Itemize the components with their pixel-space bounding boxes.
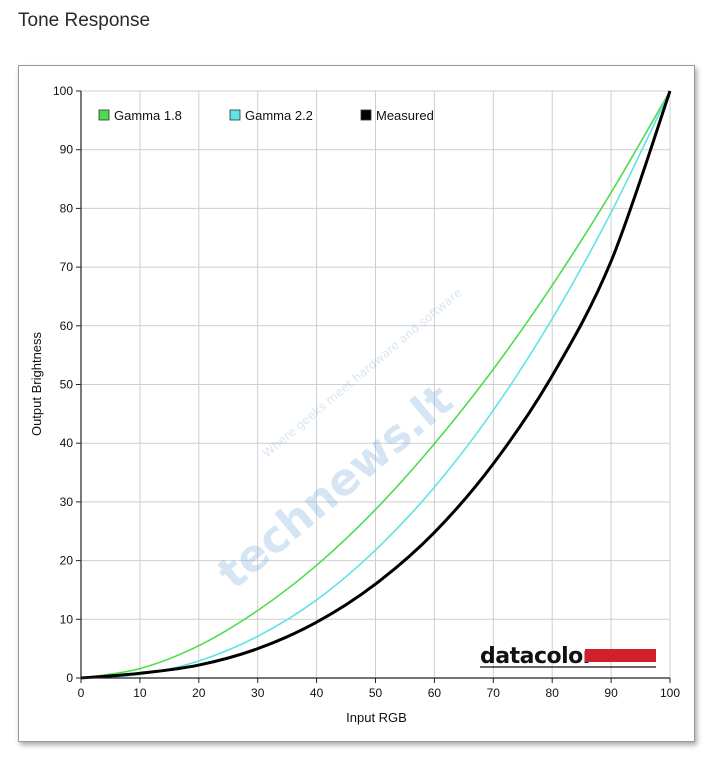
y-tick-label: 60 (60, 319, 74, 333)
y-tick-label: 50 (60, 378, 74, 392)
page-title: Tone Response (18, 10, 151, 31)
series-line-gamma-1-8 (80, 90, 671, 679)
x-tick-label: 0 (78, 686, 85, 700)
grid (80, 90, 671, 679)
x-tick-label: 20 (192, 686, 206, 700)
datacolor-logo: datacolor (480, 644, 656, 669)
legend-label-gamma-1-8: Gamma 1.8 (114, 108, 182, 123)
chart-frame: technews.lt Where geeks meet hardware an… (18, 65, 695, 742)
x-tick-label: 90 (604, 686, 618, 700)
y-axis-label: Output Brightness (29, 331, 44, 436)
legend-swatch-gamma-2-2 (229, 109, 241, 121)
x-tick-label: 30 (251, 686, 265, 700)
logo-bar (585, 649, 656, 662)
y-tick-label: 80 (60, 201, 74, 215)
y-tick-label: 20 (60, 554, 74, 568)
legend-swatch-gamma-1-8 (98, 109, 110, 121)
series-line-measured (80, 90, 672, 680)
series-line-gamma-2-2 (80, 90, 671, 679)
x-tick-label: 100 (660, 686, 680, 700)
legend-label-measured: Measured (376, 108, 434, 123)
y-tick-label: 40 (60, 436, 74, 450)
logo-text: datacolor (480, 644, 594, 669)
x-tick-label: 40 (310, 686, 324, 700)
x-tick-label: 70 (487, 686, 501, 700)
x-tick-label: 10 (133, 686, 147, 700)
axes: 0 10 20 30 40 50 60 70 80 90 100 0 10 20 30 40 50 60 70 80 9… (53, 84, 680, 700)
legend-label-gamma-2-2: Gamma 2.2 (245, 108, 313, 123)
x-tick-label: 60 (428, 686, 442, 700)
y-tick-label: 70 (60, 260, 74, 274)
y-tick-label: 90 (60, 143, 74, 157)
legend: Gamma 1.8 Gamma 2.2 Measured (98, 108, 434, 123)
y-tick-label: 0 (66, 671, 73, 685)
x-axis-label: Input RGB (346, 710, 407, 725)
y-tick-label: 30 (60, 495, 74, 509)
x-tick-label: 50 (369, 686, 383, 700)
x-tick-label: 80 (546, 686, 560, 700)
y-tick-label: 100 (53, 84, 73, 98)
legend-swatch-measured (360, 109, 372, 121)
series-lines (80, 90, 672, 680)
tone-response-chart: technews.lt Where geeks meet hardware an… (29, 84, 680, 725)
y-tick-label: 10 (60, 612, 74, 626)
